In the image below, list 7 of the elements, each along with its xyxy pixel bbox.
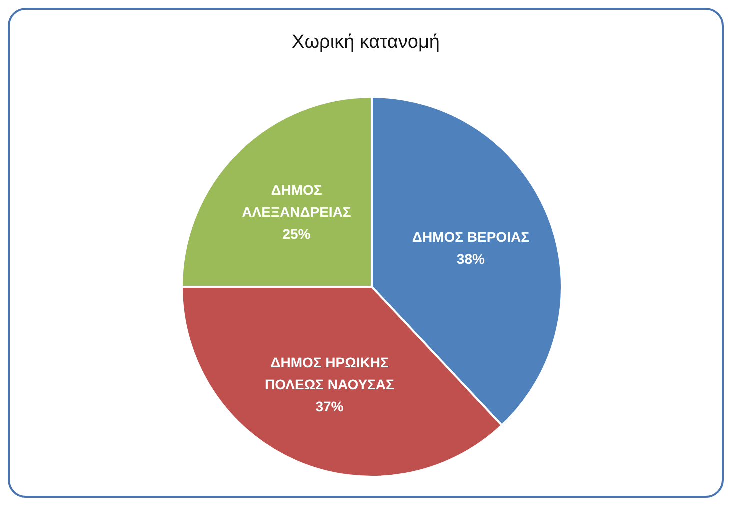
data-label: 25% <box>282 226 312 242</box>
slice-label: ΔΗΜΟΣ ΑΛΕΞΑΝΔΡΕΙΑΣ <box>242 182 352 220</box>
data-label: 38% <box>456 250 486 267</box>
chart-title: Χωρική κατανομή <box>291 32 441 54</box>
data-label: 37% <box>316 398 344 415</box>
slice-label: ΔΗΜΟΣ ΗΡΩΙΚΗΣ ΠΟΛΕΩΣ ΝΑΟΥΣΑΣ <box>265 354 394 393</box>
slice-label: ΔΗΜΟΣ ΒΕΡΟΙΑΣ <box>412 228 530 245</box>
